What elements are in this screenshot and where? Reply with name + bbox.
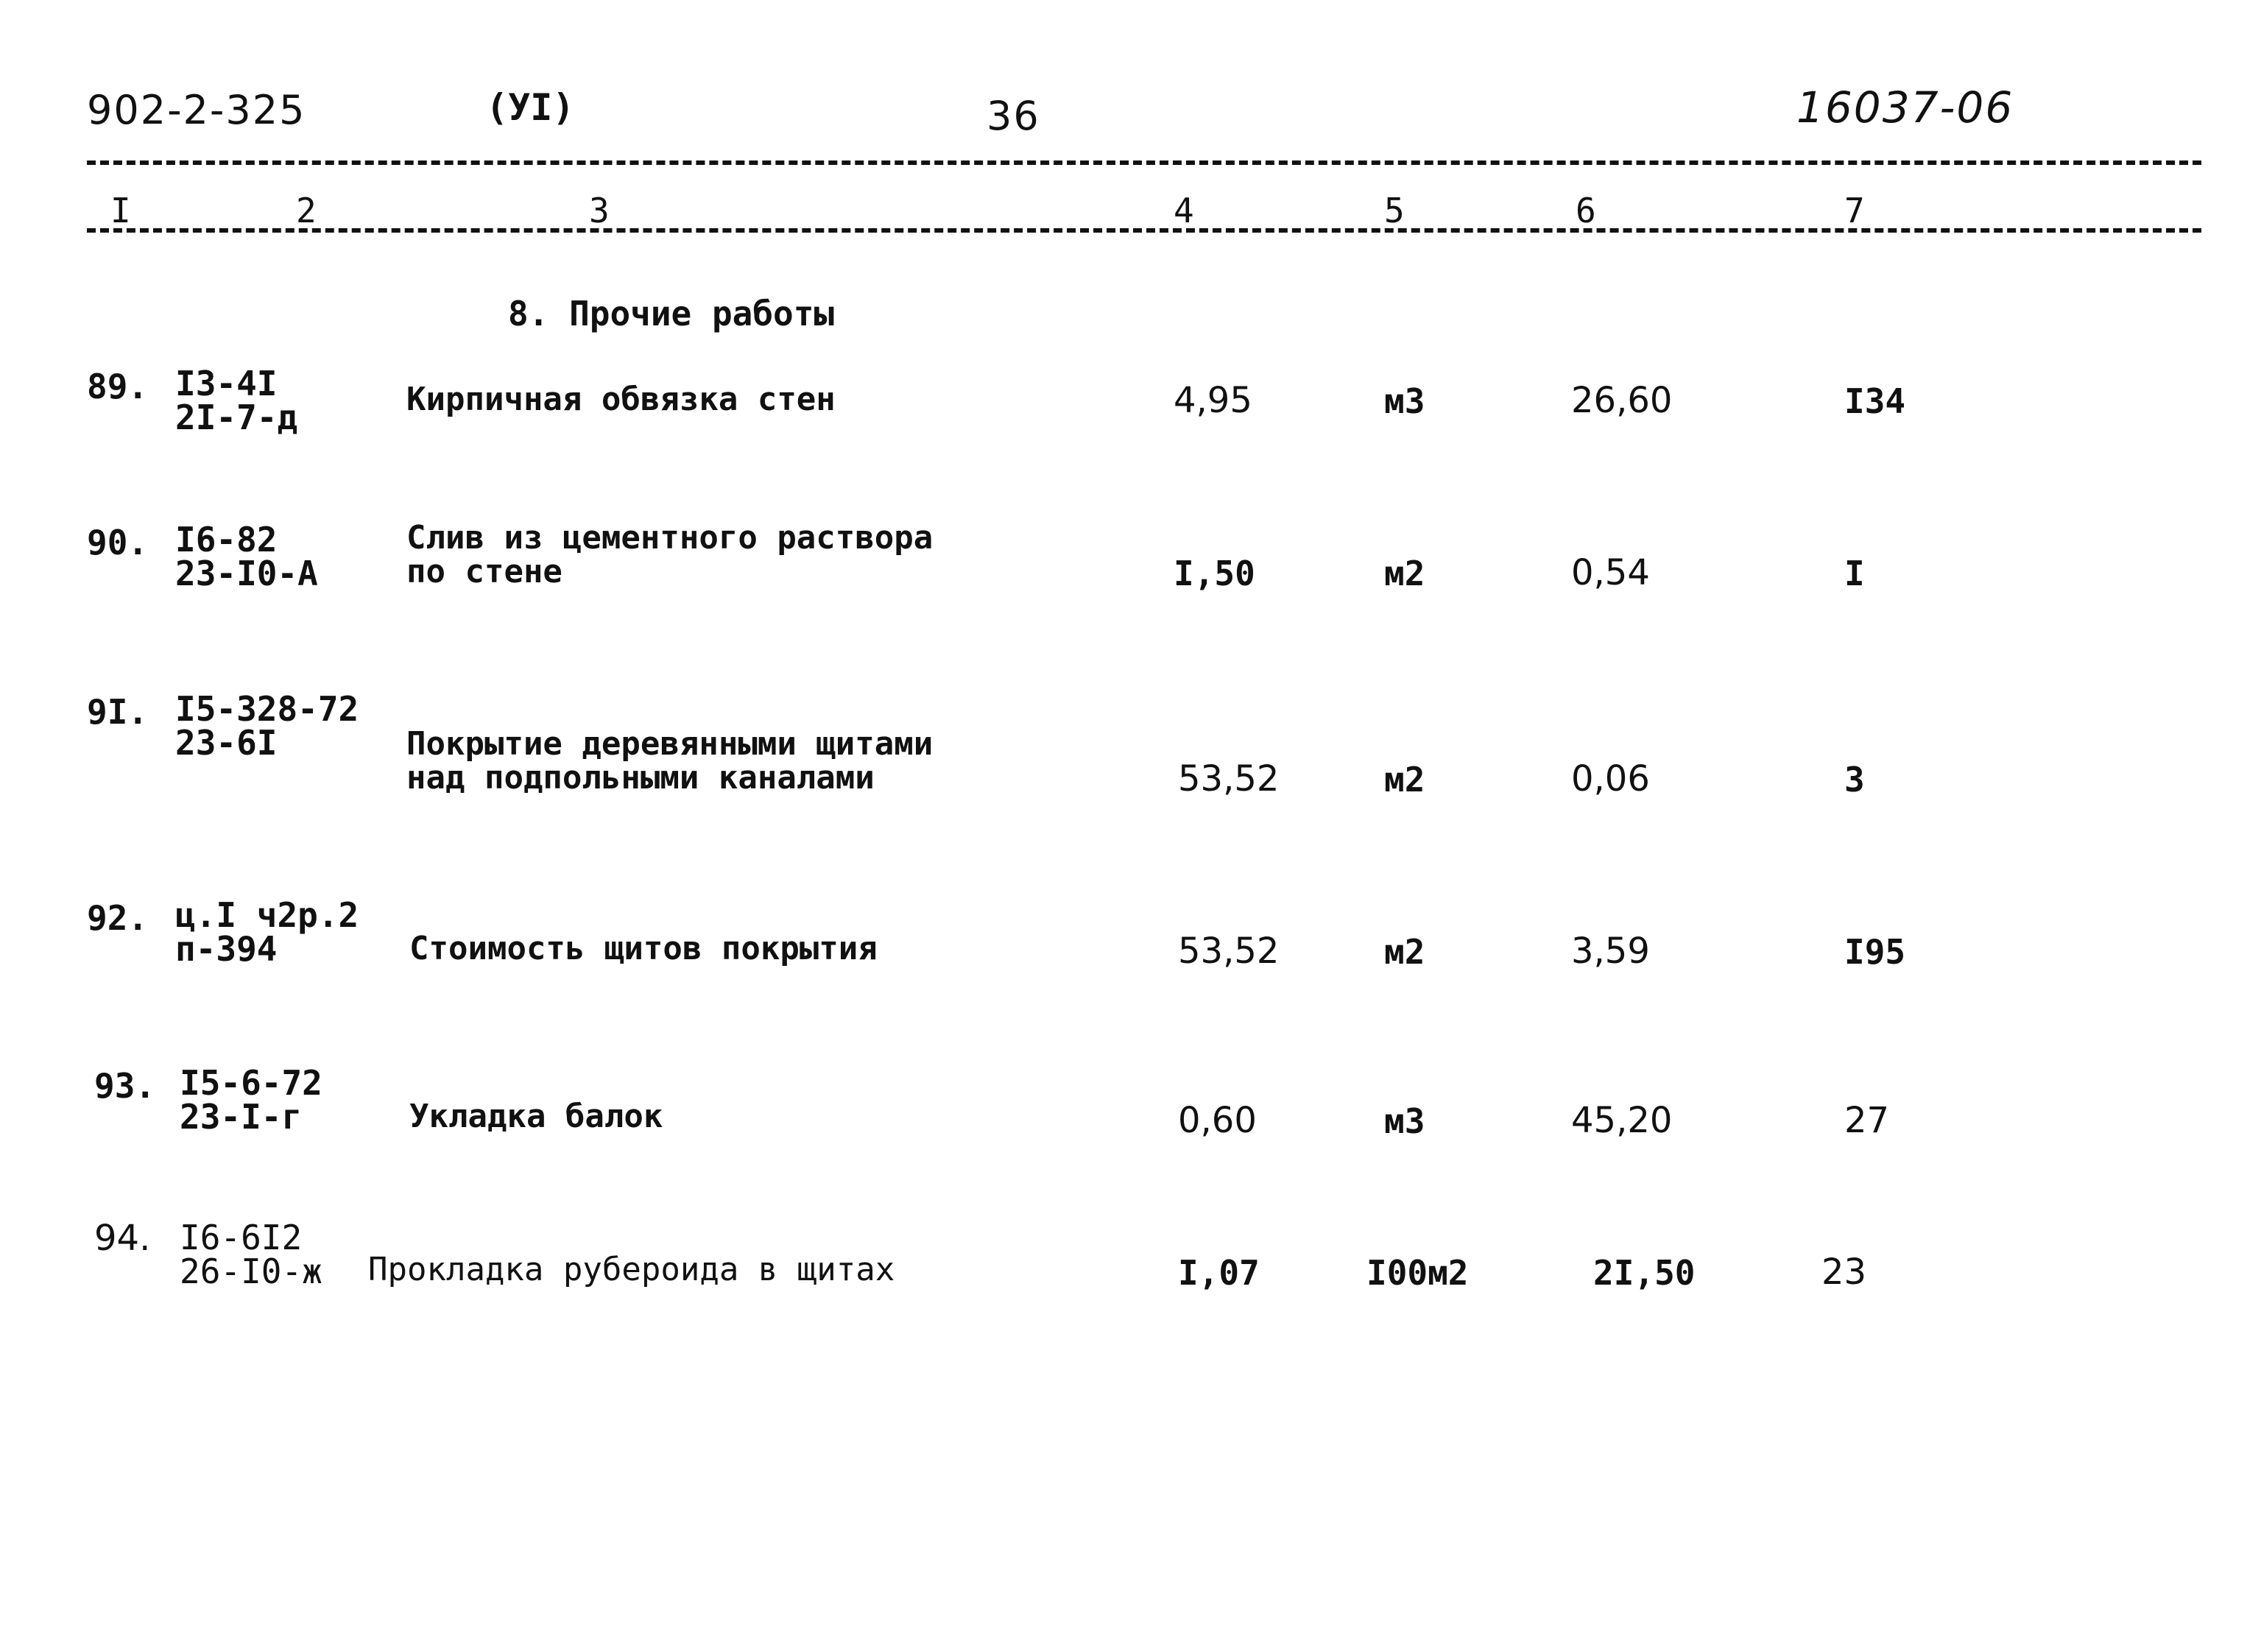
rate-code-line-2: 23-I-г [180, 1097, 303, 1137]
quantity: 53,52 [1178, 931, 1280, 972]
rate-code: ц.I ч2р.2 п-394 [175, 898, 359, 966]
work-description-line-1: Прокладка рубероида в щитах [368, 1251, 895, 1288]
total-cost: I95 [1844, 932, 1906, 972]
rate-code-line-2: 26-I0-ж [180, 1252, 322, 1291]
quantity: I,07 [1178, 1253, 1260, 1293]
unit: м2 [1384, 554, 1425, 593]
rate-code-line-2: 2I-7-д [175, 398, 298, 437]
column-number-2: 2 [296, 191, 317, 230]
work-description: Слив из цементного раствора по стене [406, 521, 933, 589]
quantity: 4,95 [1174, 380, 1252, 421]
section-title: 8. Прочие работы [508, 294, 835, 333]
column-number-7: 7 [1844, 191, 1865, 230]
archive-number: 16037-06 [1796, 82, 2014, 133]
work-description: Кирпичная обвязка стен [406, 383, 836, 417]
rate-code: I5-6-72 23-I-г [180, 1066, 322, 1134]
work-description-line-1: Покрытие деревянными щитами [406, 725, 934, 763]
column-number-5: 5 [1384, 191, 1405, 230]
unit: м2 [1384, 932, 1425, 972]
work-description-line-1: Кирпичная обвязка стен [406, 381, 836, 418]
rate-code-line-2: 23-6I [175, 723, 278, 763]
rate-code: I3-4I 2I-7-д [175, 367, 297, 434]
total-cost: 27 [1844, 1100, 1890, 1141]
page-number: 36 [987, 93, 1040, 139]
total-cost: I34 [1844, 381, 1906, 421]
unit-price: 0,54 [1571, 552, 1650, 593]
rate-code-line-2: п-394 [175, 929, 278, 969]
quantity: I,50 [1174, 554, 1255, 593]
rate-code: I5-328-72 23-6I [175, 692, 359, 760]
rate-code-line-2: 23-I0-А [175, 554, 318, 593]
volume-label: (УI) [486, 86, 575, 129]
unit: м2 [1384, 760, 1425, 799]
work-description: Укладка балок [409, 1100, 663, 1134]
row-number: 93. [94, 1066, 156, 1106]
quantity: 53,52 [1178, 758, 1280, 799]
unit-price: 3,59 [1571, 931, 1650, 972]
total-cost: 3 [1844, 760, 1865, 799]
unit: м3 [1384, 1101, 1425, 1141]
header-rule-bottom [87, 228, 2201, 233]
work-description: Стоимость щитов покрытия [409, 932, 878, 966]
row-number: 89. [87, 367, 149, 406]
column-number-1: I [110, 191, 131, 230]
rate-code: I6-82 23-I0-А [175, 523, 318, 590]
row-number: 9I. [87, 692, 149, 732]
rate-code-line-1: I6-82 [175, 520, 278, 560]
header-rule-top [87, 160, 2201, 165]
quantity: 0,60 [1178, 1100, 1257, 1141]
rate-code-line-1: I5-6-72 [180, 1063, 322, 1103]
work-description-line-1: Слив из цементного раствора [406, 519, 934, 557]
rate-code-line-1: ц.I ч2р.2 [175, 895, 359, 935]
rate-code-line-1: I6-6I2 [180, 1218, 303, 1257]
total-cost: 23 [1821, 1252, 1867, 1293]
row-number: 92. [87, 898, 149, 938]
work-description-line-2: по стене [406, 553, 562, 590]
rate-code-line-1: I3-4I [175, 364, 278, 403]
column-number-3: 3 [589, 191, 610, 230]
work-description-line-1: Стоимость щитов покрытия [409, 930, 878, 967]
unit: м3 [1384, 381, 1425, 421]
unit-price: 2I,50 [1593, 1253, 1696, 1293]
work-description: Покрытие деревянными щитами над подпольн… [406, 727, 933, 795]
column-number-6: 6 [1576, 191, 1596, 230]
work-description: Прокладка рубероида в щитах [368, 1253, 895, 1287]
column-number-4: 4 [1174, 191, 1194, 230]
row-number: 90. [87, 523, 149, 562]
rate-code: I6-6I2 26-I0-ж [180, 1221, 322, 1288]
work-description-line-2: над подпольными каналами [406, 759, 875, 797]
total-cost: I [1844, 554, 1865, 593]
unit-price: 26,60 [1571, 380, 1673, 421]
rate-code-line-1: I5-328-72 [175, 689, 359, 729]
unit: I00м2 [1366, 1253, 1469, 1293]
work-description-line-1: Укладка балок [409, 1098, 663, 1135]
row-number: 94. [94, 1218, 151, 1259]
document-code: 902-2-325 [87, 87, 306, 133]
unit-price: 45,20 [1571, 1100, 1673, 1141]
unit-price: 0,06 [1571, 758, 1650, 799]
